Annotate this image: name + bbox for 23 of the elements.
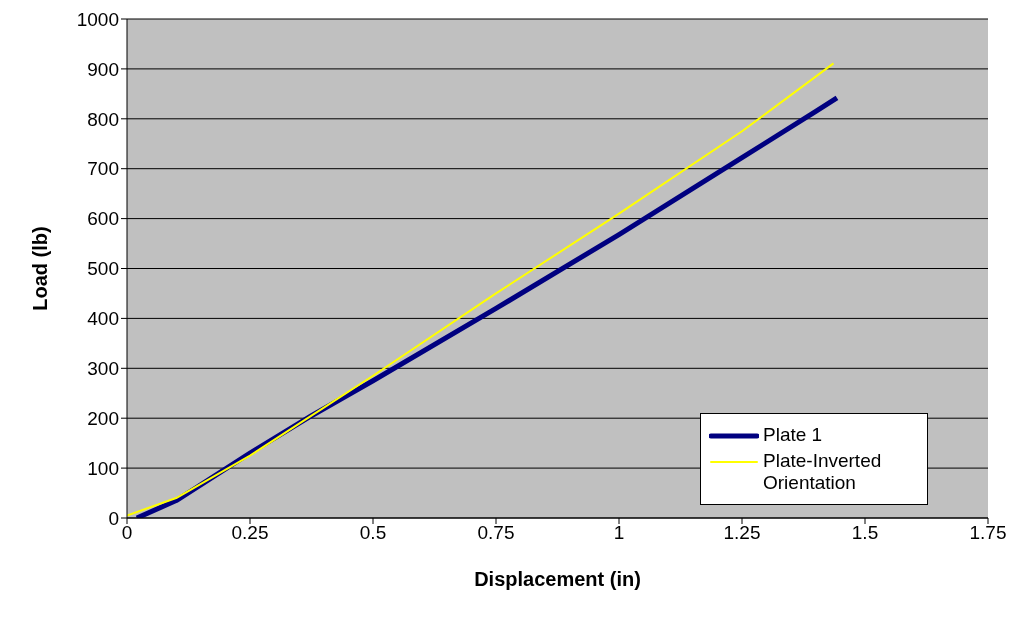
x-tick-label: 0.25: [231, 522, 269, 544]
x-tick-label: 1: [613, 522, 625, 544]
y-tick-label: 300: [87, 358, 119, 380]
x-axis-title: Displacement (in): [474, 568, 641, 590]
y-tick-label: 500: [87, 258, 119, 280]
x-tick-label: 1.75: [969, 522, 1007, 544]
x-tick-label: 0.5: [359, 522, 387, 544]
x-tick-label: 0: [121, 522, 133, 544]
y-axis-title: Load (lb): [29, 226, 52, 311]
x-tick-label: 0.75: [477, 522, 515, 544]
y-tick-label: 800: [87, 108, 119, 130]
legend-label: Plate 1: [763, 424, 823, 446]
x-tick-label: 1.5: [851, 522, 879, 544]
x-tick-label: 1.25: [723, 522, 761, 544]
legend-label: Plate-Inverted Orientation: [763, 450, 883, 494]
y-tick-label: 400: [87, 308, 119, 330]
y-tick-label: 700: [87, 158, 119, 180]
y-tick-label: 600: [87, 208, 119, 230]
y-tick-label: 1000: [76, 8, 119, 30]
y-tick-label: 900: [87, 58, 119, 80]
y-tick-label: 100: [87, 457, 119, 479]
y-tick-label: 200: [87, 407, 119, 429]
y-tick-label: 0: [108, 507, 119, 529]
